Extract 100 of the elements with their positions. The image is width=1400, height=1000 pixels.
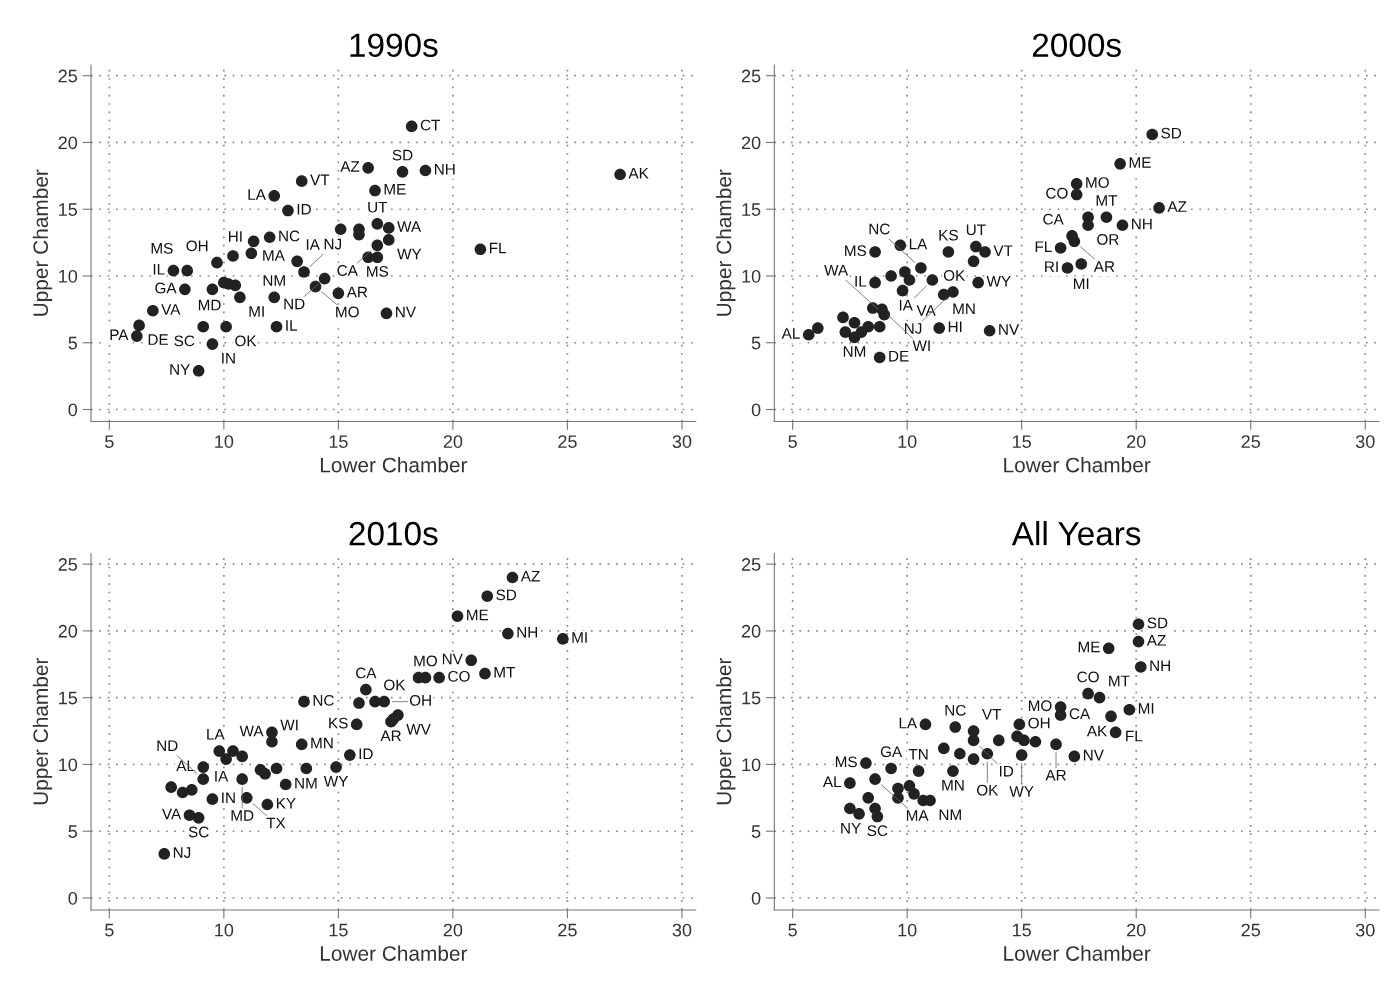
point [1061,262,1074,274]
point [1153,202,1165,214]
point [234,291,246,304]
annotation: FL [1126,730,1143,742]
y-tick-label: 5 [751,825,761,838]
point [967,734,980,747]
y-tick-label: 5 [68,825,78,838]
annotation: LA [899,717,918,729]
chart-title: 1990s [350,33,438,57]
annotation: FL [1035,241,1052,252]
point [1070,188,1083,201]
y-tick-label: 15 [59,203,78,216]
annotation: MI [1138,703,1154,714]
point [1105,710,1117,723]
annotation: IL [855,276,867,287]
x-tick-label: 30 [1355,923,1375,937]
x-axis-title: Lower Chamber [1004,945,1151,961]
x-tick-label: 15 [329,435,348,448]
point [362,162,374,174]
point [949,721,962,733]
y-tick-label: 10 [742,269,761,283]
point [185,784,198,796]
point [869,246,881,258]
annotation: OH [1028,717,1050,729]
x-tick-label: 20 [443,435,463,448]
point [197,761,210,773]
annotation: NM [843,346,866,357]
annotation: IL [153,264,165,275]
annotation: VA [161,304,181,315]
annotation: SD [496,589,517,601]
y-axis-title: Upper Chamber [32,169,53,316]
point [350,718,363,731]
annotation: AK [1086,725,1108,737]
annotation: AK [628,167,649,179]
point [270,762,283,775]
x-tick-label: 15 [329,923,348,937]
annotation: MO [1028,700,1052,712]
point [1116,219,1129,232]
annotation: SD [1161,127,1182,139]
point [885,762,897,775]
point [181,264,194,277]
y-tick-label: 25 [741,69,761,83]
point [330,761,342,773]
point [206,338,219,350]
x-tick-label: 5 [105,435,114,448]
annotation: ME [384,183,406,195]
point [300,762,313,775]
point [396,166,409,178]
point [862,792,875,804]
y-axis-title: Upper Chamber [716,657,736,805]
annotation: OK [943,270,966,281]
point [853,808,865,820]
annotation: AL [781,328,800,339]
y-tick-label: 0 [751,891,761,905]
annotation: SC [188,826,209,838]
y-tick-label: 0 [751,403,761,417]
point [869,276,881,289]
point [947,765,959,777]
annotation: NH [1132,218,1152,230]
annotation: MN [953,303,975,315]
point [344,749,356,761]
annotation: WA [397,221,422,232]
point [433,671,445,684]
point [192,364,205,377]
annotation: ND [157,740,178,751]
annotation: DE [889,350,909,362]
annotation: NH [435,163,455,175]
point [382,234,395,246]
annotation: VT [993,245,1013,256]
annotation: MT [1109,675,1130,687]
annotation: KS [939,229,958,241]
annotation: IA [306,239,320,250]
annotation: NH [1150,660,1170,671]
point [261,798,274,811]
point [992,734,1005,747]
chart-title: 2000s [1032,33,1121,57]
point [183,809,196,821]
annotation: IA [899,300,913,311]
point [298,695,310,708]
y-tick-label: 20 [741,136,761,150]
annotation: KS [329,717,348,729]
annotation: WV [406,723,431,735]
annotation: AL [176,760,195,772]
point [860,757,872,769]
annotation: WY [323,776,349,787]
point [318,272,331,285]
point [1082,687,1094,700]
annotation: MA [906,810,929,821]
annotation: MS [151,242,173,254]
point [474,243,487,256]
point [240,792,253,804]
x-tick-label: 10 [898,923,917,937]
y-tick-label: 25 [58,558,78,571]
annotation: WI [280,719,298,731]
x-tick-label: 20 [443,923,463,937]
annotation: GA [880,746,903,758]
annotation: CA [337,265,358,276]
annotation: MO [1086,177,1109,188]
chart-title: 2010s [349,521,438,546]
annotation: LA [207,729,225,740]
